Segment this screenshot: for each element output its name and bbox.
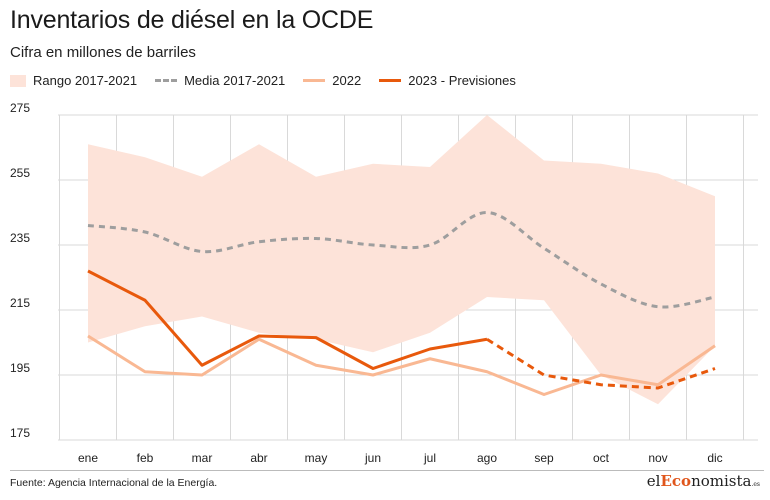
xtick-label-ago: ago <box>477 451 497 465</box>
xtick-label-abr: abr <box>250 451 267 465</box>
ytick-label-175: 175 <box>10 426 30 440</box>
range-band-layer <box>88 115 715 405</box>
xtick-label-dic: dic <box>707 451 722 465</box>
xtick-label-oct: oct <box>593 451 610 465</box>
legend-item-2023: 2023 - Previsiones <box>379 73 516 88</box>
xtick-label-nov: nov <box>648 451 667 465</box>
ytick-label-275: 275 <box>10 101 30 115</box>
xtick-label-jul: jul <box>423 451 436 465</box>
legend-item-mean: Media 2017-2021 <box>155 73 285 88</box>
series-line-2023-forecast <box>486 337 716 390</box>
legend-label-range: Rango 2017-2021 <box>33 73 138 88</box>
logo-post: nomista <box>691 472 752 490</box>
legend-swatch-2023 <box>379 79 402 82</box>
series-line-mean <box>87 210 716 309</box>
logo-highlight: Eco <box>660 472 692 490</box>
xtick-label-jun: jun <box>364 451 381 465</box>
ytick-label-195: 195 <box>10 361 30 375</box>
logo-suffix: .es <box>751 481 760 488</box>
source-note: Fuente: Agencia Internacional de la Ener… <box>10 477 218 489</box>
ytick-label-235: 235 <box>10 231 30 245</box>
xtick-label-sep: sep <box>534 451 554 465</box>
chart-legend: Rango 2017-2021 Media 2017-2021 2022 202… <box>10 73 534 88</box>
series-line-2023 <box>87 269 488 370</box>
xtick-label-feb: feb <box>137 451 154 465</box>
legend-swatch-2022 <box>303 79 326 82</box>
xtick-label-may: may <box>305 451 328 465</box>
legend-label-2023: 2023 - Previsiones <box>408 73 516 88</box>
chart-subtitle: Cifra en millones de barriles <box>10 44 196 61</box>
footer-divider <box>10 470 764 471</box>
legend-swatch-mean <box>155 79 178 82</box>
publisher-logo[interactable]: elEconomista.es <box>647 472 760 490</box>
xtick-label-mar: mar <box>192 451 213 465</box>
legend-item-2022: 2022 <box>303 73 361 88</box>
legend-label-2022: 2022 <box>332 73 362 88</box>
ytick-label-215: 215 <box>10 296 30 310</box>
logo-pre: el <box>646 472 661 490</box>
xtick-label-ene: ene <box>78 451 98 465</box>
axis-label-layer: 275 255 235 215 195 175 ene feb mar abr may jun jul a… <box>10 101 723 465</box>
range-band-area <box>88 115 715 405</box>
legend-item-range: Rango 2017-2021 <box>10 73 137 88</box>
series-layer <box>87 210 716 396</box>
chart-title: Inventarios de diésel en la OCDE <box>10 6 374 34</box>
legend-label-mean: Media 2017-2021 <box>184 73 286 88</box>
legend-swatch-range <box>10 74 26 87</box>
series-line-2022 <box>87 334 716 396</box>
ytick-label-255: 255 <box>10 166 30 180</box>
